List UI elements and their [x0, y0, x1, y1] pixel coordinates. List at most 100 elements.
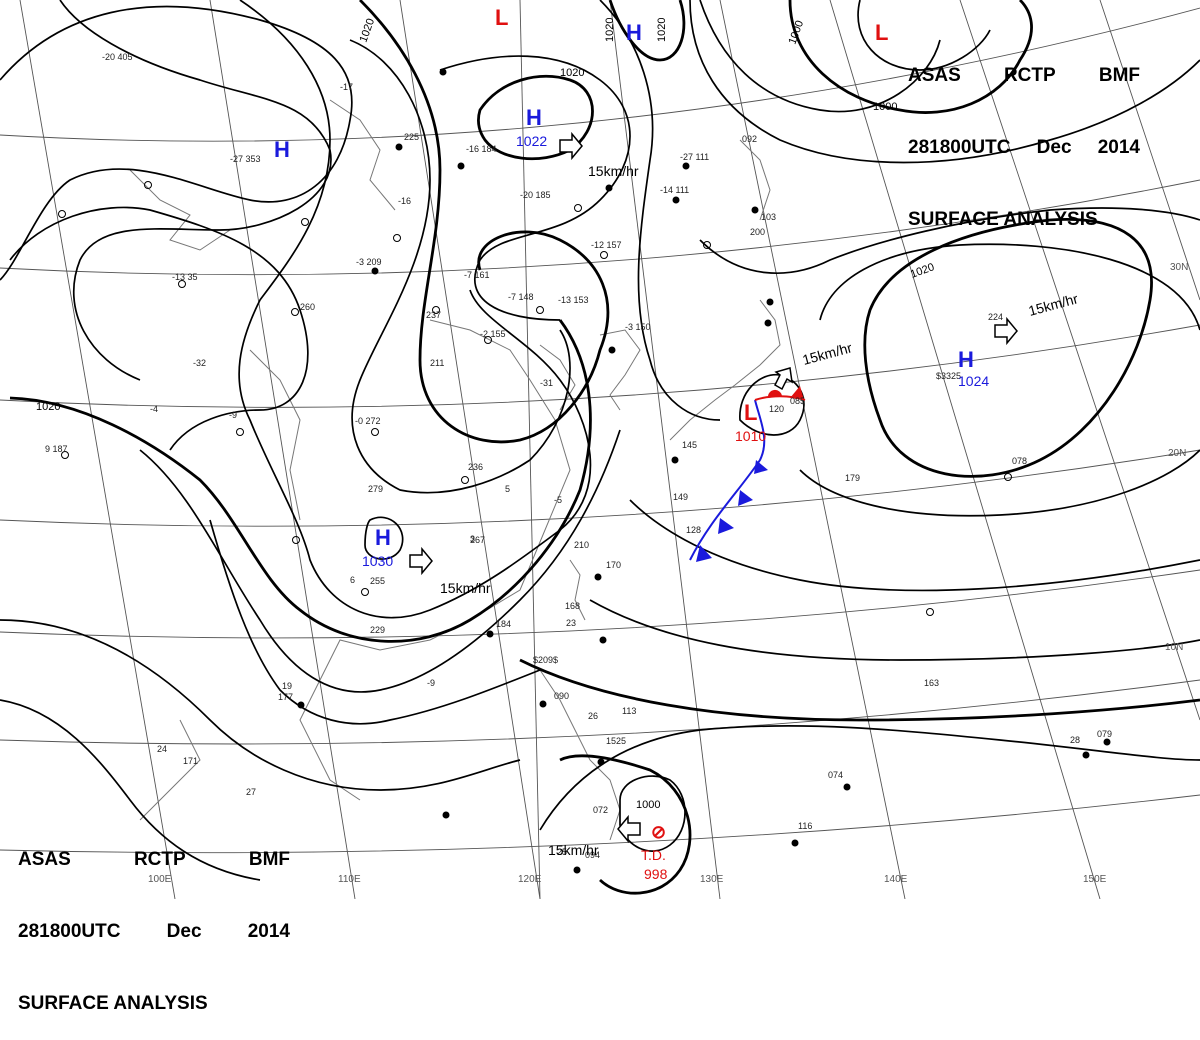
low-center: L — [875, 20, 888, 45]
warm-front — [754, 386, 806, 401]
isobar-label: 1020 — [656, 18, 668, 42]
station-plot: 184 — [496, 619, 511, 629]
header-text: 2014 — [247, 921, 290, 942]
station-plot: 200 — [750, 227, 765, 237]
station-plot: 255 — [370, 576, 385, 586]
station-plot: 260 — [300, 302, 315, 312]
map-header-top: ASAS RCTP BMF 281800UTC Dec 2014 SURFACE ANA… — [908, 16, 1140, 256]
station-plot: -20 405 — [102, 52, 133, 62]
station-labels: -20 405 -17 225 -16 184 -20 185 -12 157 -14 11… — [45, 52, 1112, 860]
station-plot: 145 — [682, 440, 697, 450]
isobar-label: 1020 — [604, 18, 616, 42]
station-plot: 170 — [606, 560, 621, 570]
lat-lon-labels: 30N 20N 10N 100E 110E 120E 130E 140E 150… — [148, 262, 1188, 885]
station-plot: 092 — [742, 134, 757, 144]
station-plot: -32 — [193, 358, 206, 368]
station-plot: 163 — [924, 678, 939, 688]
station-plot: -9 — [229, 410, 237, 420]
high-center: H — [626, 20, 642, 45]
station-plot: 229 — [370, 625, 385, 635]
header-text: BMF — [1098, 65, 1140, 86]
lat-label: 10N — [1165, 642, 1183, 653]
station-plot: 9 187 — [45, 444, 68, 454]
lon-label: 130E — [700, 874, 724, 885]
station-plot: 26 — [588, 711, 598, 721]
station-plot: 224 — [988, 312, 1003, 322]
station-plot: 168 — [565, 601, 580, 611]
station-plot: -0 272 — [355, 416, 381, 426]
high-center-value: 1022 — [516, 133, 547, 149]
header-text: 281800UTC — [18, 921, 121, 942]
station-plot: 120 — [769, 404, 784, 414]
high-center: H — [375, 525, 391, 550]
station-symbols-filled — [297, 68, 1111, 874]
station-plot: 085 — [790, 396, 805, 406]
isobars — [0, 0, 1200, 895]
station-plot: -13 35 — [172, 272, 198, 282]
station-plot: 3 — [470, 534, 475, 544]
high-center: H — [274, 137, 290, 162]
station-plot: -3 150 — [625, 322, 651, 332]
header-text: SURFACE ANALYSIS — [18, 993, 208, 1014]
station-plot: 074 — [828, 770, 843, 780]
station-plot: 210 — [574, 540, 589, 550]
station-plot: 19 — [282, 681, 292, 691]
motion-arrows — [409, 131, 1018, 844]
station-plot: 1525 — [606, 736, 626, 746]
tropical-depression-label: T.D. — [641, 847, 666, 863]
station-plot: 116 — [798, 821, 812, 831]
header-text: ASAS — [18, 849, 71, 870]
header-text: SURFACE ANALYSIS — [908, 209, 1098, 230]
station-plot: 211 — [430, 358, 444, 368]
header-text: RCTP — [1003, 65, 1056, 86]
motion-label: 15km/hr — [588, 163, 639, 179]
high-center-value: 1030 — [362, 553, 393, 569]
cold-front — [689, 399, 768, 562]
station-plot: -5 — [554, 495, 562, 505]
lon-label: 140E — [884, 874, 908, 885]
station-symbols — [58, 181, 1012, 616]
station-plot: -12 157 — [591, 240, 622, 250]
weather-map: -20 405 -17 225 -16 184 -20 185 -12 157 -14 11… — [0, 0, 1200, 899]
station-plot: 267 — [470, 535, 485, 545]
station-plot: 078 — [1012, 456, 1027, 466]
station-plot: -27 111 — [680, 152, 709, 162]
low-center: L — [495, 5, 508, 30]
low-center-value: 1010 — [735, 428, 766, 444]
station-plot: $3325 — [936, 371, 961, 381]
isobar-label: 1000 — [873, 101, 897, 113]
high-center: H — [526, 105, 542, 130]
station-plot: 103 — [761, 212, 776, 222]
station-plot: 27 — [246, 787, 256, 797]
station-plot: $209$ — [533, 655, 558, 665]
isobar-label: 1020 — [36, 401, 60, 413]
station-plot: 149 — [673, 492, 688, 502]
station-plot: 236 — [468, 462, 483, 472]
coastlines — [129, 99, 781, 841]
motion-label: 15km/hr — [440, 580, 491, 596]
header-text: Dec — [166, 921, 202, 942]
station-plot: 179 — [845, 473, 860, 483]
station-plot: -13 153 — [558, 295, 589, 305]
header-text: RCTP — [133, 849, 186, 870]
graticule — [0, 0, 1200, 899]
motion-label: 15km/hr — [548, 842, 599, 858]
isobar-labels: 1020 1020 1020 1020 1020 1000 1000 1020 … — [36, 17, 936, 811]
lon-label: 100E — [148, 874, 172, 885]
station-plot: -17 — [340, 82, 353, 92]
station-plot: 072 — [593, 805, 608, 815]
station-plot: -14 111 — [660, 185, 689, 195]
station-plot: -27 353 — [230, 154, 261, 164]
station-plot: -20 185 — [520, 190, 551, 200]
header-text: ASAS — [908, 65, 961, 86]
station-plot: 24 — [157, 744, 167, 754]
station-plot: 28 — [1070, 735, 1080, 745]
station-plot: 279 — [368, 484, 383, 494]
station-plot: 6 — [350, 575, 355, 585]
lat-label: 20N — [1168, 448, 1186, 459]
station-plot: 090 — [554, 691, 569, 701]
isobar-label: 1000 — [636, 799, 660, 811]
station-plot: 23 — [566, 618, 576, 628]
station-plot: -9 — [427, 678, 435, 688]
station-plot: 25 — [557, 847, 567, 857]
